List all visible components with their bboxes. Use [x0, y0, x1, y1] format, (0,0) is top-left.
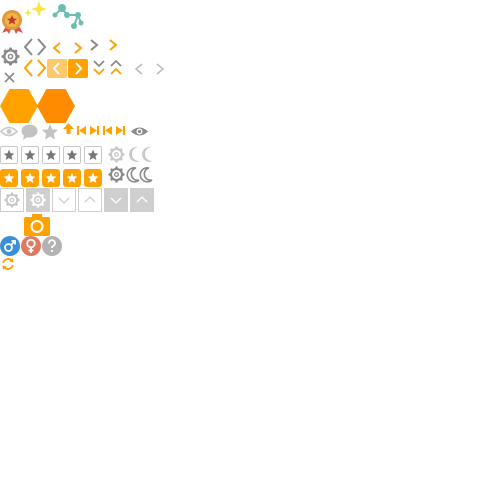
- eye-icon[interactable]: [130, 125, 149, 138]
- skip-back-icon[interactable]: [77, 126, 86, 135]
- rating-star-filled[interactable]: [63, 169, 81, 187]
- arrow-up-icon[interactable]: [63, 123, 74, 134]
- code-brackets-icon[interactable]: [23, 58, 47, 78]
- sparkle-icon: [22, 0, 48, 20]
- rating-star-filled[interactable]: [84, 169, 102, 187]
- chevron-left-icon[interactable]: [133, 62, 145, 76]
- question-icon[interactable]: [42, 236, 62, 256]
- next-button[interactable]: [68, 59, 88, 78]
- rating-star-empty[interactable]: [42, 146, 60, 164]
- camera-icon[interactable]: [24, 214, 50, 236]
- star-icon[interactable]: [41, 123, 59, 141]
- hexagon-icon: [37, 89, 75, 123]
- settings-button[interactable]: [0, 188, 24, 212]
- chevron-double-down-icon[interactable]: [92, 59, 106, 77]
- rating-star-empty[interactable]: [21, 146, 39, 164]
- moon-icon[interactable]: [142, 146, 154, 163]
- medal-icon: [0, 8, 25, 34]
- previous-button[interactable]: [47, 59, 67, 78]
- molecule-icon: [51, 3, 86, 31]
- rating-star-filled[interactable]: [42, 169, 60, 187]
- chevron-left-icon[interactable]: [51, 41, 63, 55]
- collapse-button[interactable]: [78, 188, 102, 212]
- chevron-right-icon[interactable]: [107, 38, 119, 52]
- chevron-right-icon[interactable]: [154, 62, 166, 76]
- skip-forward-icon[interactable]: [116, 126, 125, 135]
- chevron-double-up-icon[interactable]: [109, 59, 123, 77]
- rating-star-filled[interactable]: [21, 169, 39, 187]
- rating-star-empty[interactable]: [0, 146, 18, 164]
- gear-icon[interactable]: [1, 47, 20, 66]
- male-icon[interactable]: [0, 236, 20, 256]
- moon-icon[interactable]: [128, 146, 142, 163]
- moon-icon[interactable]: [126, 167, 140, 183]
- moon-icon[interactable]: [139, 167, 153, 183]
- eye-icon[interactable]: [0, 125, 19, 138]
- skip-forward-icon[interactable]: [90, 126, 99, 135]
- chevron-right-icon[interactable]: [88, 38, 100, 52]
- speech-bubble-icon[interactable]: [21, 124, 38, 140]
- rating-star-filled[interactable]: [0, 169, 18, 187]
- gear-icon[interactable]: [108, 166, 125, 183]
- female-icon[interactable]: [21, 236, 41, 256]
- code-brackets-icon[interactable]: [23, 37, 47, 57]
- hexagon-icon: [0, 89, 38, 123]
- settings-button[interactable]: [26, 188, 50, 212]
- gear-icon[interactable]: [108, 146, 125, 163]
- rating-star-empty[interactable]: [63, 146, 81, 164]
- refresh-icon[interactable]: [1, 257, 15, 271]
- rating-star-empty[interactable]: [84, 146, 102, 164]
- expand-button[interactable]: [104, 188, 128, 212]
- chevron-right-icon[interactable]: [72, 41, 84, 55]
- close-icon[interactable]: [4, 72, 15, 83]
- skip-back-icon[interactable]: [103, 126, 112, 135]
- expand-button[interactable]: [52, 188, 76, 212]
- collapse-button[interactable]: [130, 188, 154, 212]
